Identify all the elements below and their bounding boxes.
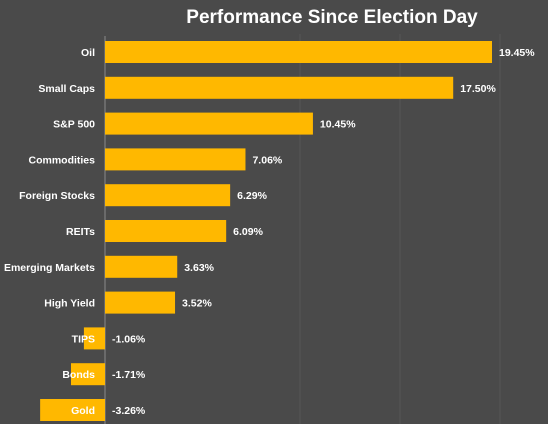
- bar-gold: [40, 399, 105, 421]
- category-label: High Yield: [44, 298, 95, 310]
- bar-bonds: [70, 363, 105, 386]
- bar-oil: [105, 41, 492, 63]
- category-label: TIPS: [72, 333, 95, 345]
- category-label: Emerging Markets: [4, 262, 95, 274]
- value-label: -1.71%: [112, 369, 146, 381]
- value-label: 3.63%: [184, 262, 214, 274]
- value-label: 6.09%: [233, 226, 263, 238]
- category-label: Small Caps: [38, 83, 95, 95]
- value-label: -1.06%: [112, 333, 146, 345]
- value-label: 10.45%: [320, 119, 356, 131]
- category-label: S&P 500: [53, 119, 95, 131]
- bar-high-yield: [105, 291, 176, 314]
- value-label: 17.50%: [460, 83, 496, 95]
- bar-small-caps: [105, 76, 454, 99]
- chart-bars: [40, 41, 492, 421]
- category-label: Commodities: [28, 154, 95, 166]
- bar-foreign-stocks: [105, 184, 231, 207]
- value-label: 3.52%: [182, 298, 212, 310]
- bar-emerging-markets: [105, 255, 178, 278]
- bar-commodities: [105, 148, 246, 171]
- value-label: -3.26%: [112, 405, 146, 417]
- bar-tips: [83, 327, 105, 350]
- value-label: 7.06%: [252, 154, 282, 166]
- category-label: Foreign Stocks: [19, 190, 95, 202]
- chart-labels: Oil 19.45% Small Caps 17.50% S&P 500 10.45% Co…: [4, 47, 535, 417]
- bar-reits: [105, 220, 227, 242]
- category-label: Gold: [71, 405, 95, 417]
- value-label: 19.45%: [499, 47, 535, 59]
- category-label: REITs: [66, 226, 95, 238]
- category-label: Bonds: [62, 369, 95, 381]
- chart-title: Performance Since Election Day: [186, 7, 478, 28]
- value-label: 6.29%: [237, 190, 267, 202]
- category-label: Oil: [81, 47, 95, 59]
- bar-s-p-500: [105, 112, 313, 135]
